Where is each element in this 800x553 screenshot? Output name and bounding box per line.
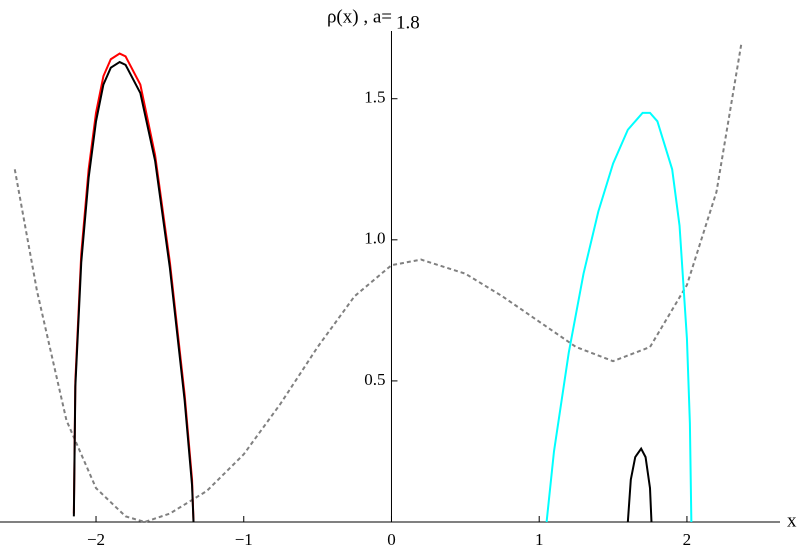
y-tick-label: 1.5 [364,88,385,107]
y-tick-label: 1.0 [364,229,385,248]
x-tick-label: 2 [683,530,692,549]
y-tick-label: 0.5 [364,370,385,389]
series-line [13,42,743,524]
x-tick-label: 1 [535,530,544,549]
series-line [545,111,693,523]
x-tick-label: 0 [387,530,396,549]
chart-title: ρ(x) , a= [327,6,392,27]
series-line [72,52,195,523]
x-axis-label: x [787,510,797,531]
x-tick-label: −1 [235,530,253,549]
parameter-value: 1.8 [396,12,420,33]
x-tick-label: −2 [87,530,105,549]
series-line [72,60,195,523]
series-line [626,446,653,523]
